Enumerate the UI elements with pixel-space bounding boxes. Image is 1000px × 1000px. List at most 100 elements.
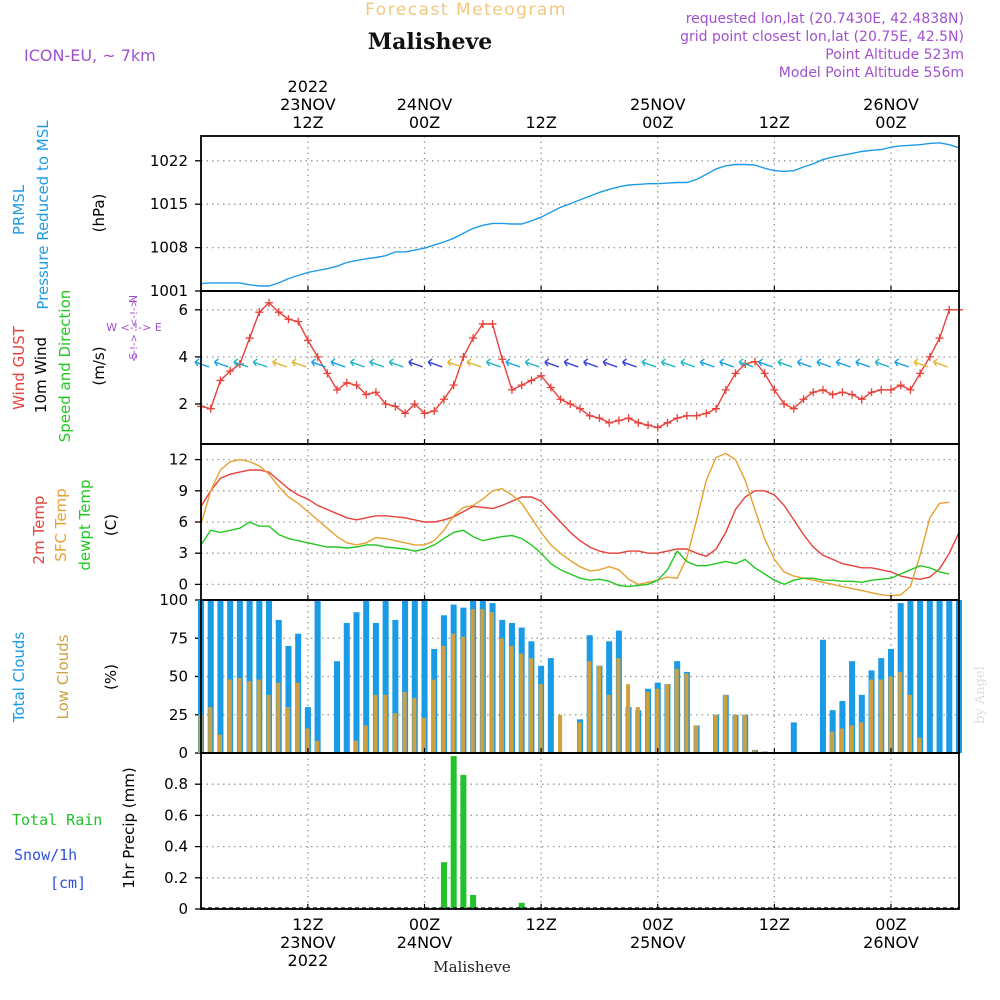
gust-marker xyxy=(857,395,866,404)
low-bar xyxy=(237,678,242,753)
cloud-labels: Total Clouds Low Clouds (%) xyxy=(10,632,120,724)
gust-marker xyxy=(809,388,818,397)
low-bar xyxy=(684,673,689,753)
y-tick-label: 1001 xyxy=(150,282,188,300)
total-bar xyxy=(849,661,856,753)
wind-barb xyxy=(388,358,404,368)
y-tick-label: 12 xyxy=(169,451,188,469)
low-bar xyxy=(353,740,359,753)
gust-marker xyxy=(566,399,575,408)
top-time-label: 12Z xyxy=(525,113,556,132)
footer-place: Malisheve xyxy=(433,958,511,976)
wind10-label: 10m Wind xyxy=(32,337,50,413)
total-bar xyxy=(217,600,224,753)
rain-bar xyxy=(518,902,525,909)
gust-marker xyxy=(420,409,429,418)
low-bar xyxy=(490,612,495,753)
gust-marker xyxy=(614,416,623,425)
gust-marker xyxy=(634,418,643,427)
wind-barb xyxy=(894,358,909,368)
y-tick-label: 0 xyxy=(178,900,188,918)
y-tick-label: 1008 xyxy=(150,239,188,257)
top-time-label: 24NOV xyxy=(397,95,453,114)
gust-marker xyxy=(595,414,604,423)
gust-marker xyxy=(439,395,448,404)
y-tick-label: 0 xyxy=(178,744,188,762)
total-bar xyxy=(402,600,409,753)
bottom-time-label: 00Z xyxy=(642,915,673,934)
pressure-unit: (hPa) xyxy=(90,194,108,233)
gust-marker xyxy=(663,418,672,427)
total-clouds-label: Total Clouds xyxy=(10,632,28,724)
total-bar xyxy=(382,600,389,753)
low-bar xyxy=(305,728,310,753)
wind-panel: 2 4 6 xyxy=(178,290,963,445)
compass-n: N xyxy=(127,295,140,303)
low-bar xyxy=(363,725,368,753)
low-bar xyxy=(752,749,757,753)
bottom-time-label: 25NOV xyxy=(630,933,686,952)
gust-marker xyxy=(303,336,312,345)
gust-marker xyxy=(265,298,274,307)
gust-marker xyxy=(274,308,283,317)
low-bar xyxy=(587,661,592,753)
low-bar xyxy=(247,681,252,753)
top-time-label: 12Z xyxy=(292,113,323,132)
low-bar xyxy=(295,682,300,753)
gust-marker xyxy=(226,367,235,376)
wind-barb xyxy=(505,358,521,368)
wind-barb xyxy=(680,358,696,368)
gust-marker xyxy=(255,308,264,317)
gust-marker xyxy=(644,421,653,430)
gust-marker xyxy=(925,352,934,361)
low-bar xyxy=(421,717,427,753)
dew-line xyxy=(200,521,950,588)
gust-marker xyxy=(371,388,380,397)
gust-marker xyxy=(449,381,458,390)
gust-marker xyxy=(605,418,614,427)
total-bar xyxy=(547,658,554,753)
grid-coords: grid point closest lon,lat (20.75E, 42.5… xyxy=(680,29,964,45)
gust-marker xyxy=(828,390,837,399)
precip-frame xyxy=(200,752,960,910)
clouds-panel: 0 25 50 75 100 xyxy=(159,591,963,762)
low-bar xyxy=(596,665,601,753)
top-time-label: 2022 xyxy=(288,77,329,96)
low-bar xyxy=(878,679,883,753)
low-bar xyxy=(256,679,261,753)
total-bar xyxy=(936,600,943,753)
low-bar xyxy=(499,638,504,753)
total-bar xyxy=(926,600,933,753)
low-bar xyxy=(888,676,893,753)
wind-barb xyxy=(194,358,210,368)
gust-marker xyxy=(556,395,565,404)
gust-marker xyxy=(517,381,526,390)
top-time-label: 00Z xyxy=(642,113,673,132)
total-bar xyxy=(819,639,826,753)
y-tick-label: 9 xyxy=(178,482,188,500)
low-bar xyxy=(412,697,417,753)
wind-barb xyxy=(369,358,385,368)
total-bar xyxy=(372,622,379,753)
total-bar xyxy=(421,600,428,753)
wind-barb xyxy=(563,358,579,368)
wind-barb xyxy=(738,358,754,368)
wind-speed-label: Speed and Direction xyxy=(56,290,74,443)
low-bar xyxy=(285,707,291,753)
gust-marker xyxy=(712,404,721,413)
low-bar xyxy=(431,679,436,753)
wind-barb xyxy=(622,358,637,368)
low-bar xyxy=(217,734,222,753)
gust-marker xyxy=(818,385,827,394)
low-bar xyxy=(732,714,738,753)
total-bar xyxy=(227,600,234,753)
gust-marker xyxy=(478,319,487,328)
gust-marker xyxy=(906,385,915,394)
bottom-time-label: 12Z xyxy=(525,915,556,934)
requested-coords: requested lon,lat (20.7430E, 42.4838N) xyxy=(686,11,964,27)
total-bar xyxy=(790,722,797,753)
wind-barb xyxy=(777,358,793,368)
compass-s: S xyxy=(127,352,140,359)
gust-marker xyxy=(585,411,594,420)
